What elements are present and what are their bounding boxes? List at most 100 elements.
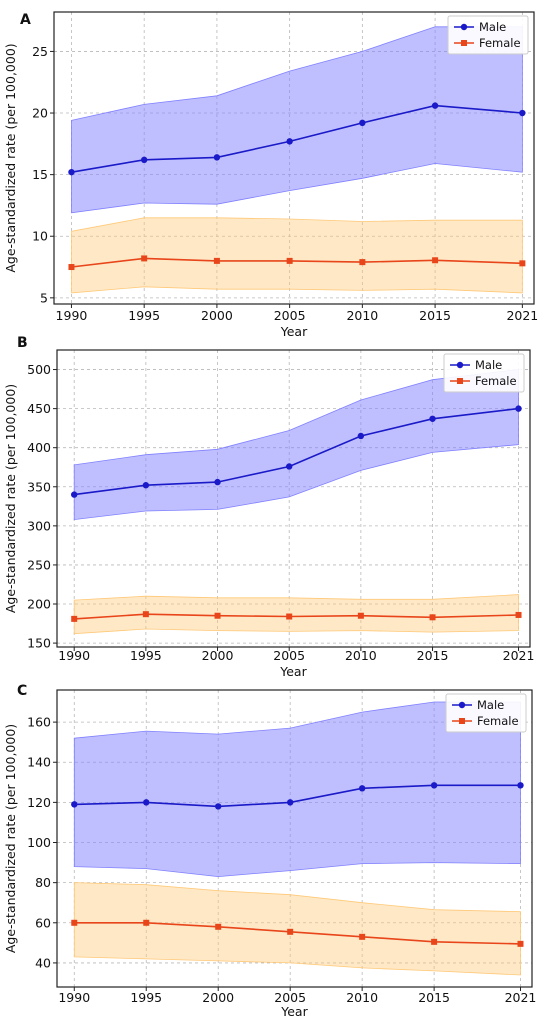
- data-point-female: [517, 940, 524, 947]
- y-axis-label: Age-standardized rate (per 100,000): [3, 724, 18, 953]
- data-point-male: [358, 785, 366, 792]
- y-tick-label: 20: [32, 106, 48, 121]
- x-axis-label: Year: [280, 1004, 308, 1019]
- data-point-female: [71, 615, 78, 622]
- x-tick-label: 2015: [419, 308, 451, 323]
- x-tick-label: 2015: [417, 648, 449, 663]
- data-point-male: [143, 799, 150, 806]
- legend-marker-female: [457, 378, 463, 384]
- plot-frame: [56, 689, 533, 988]
- x-axis-label: Year: [279, 664, 307, 679]
- y-tick-label: 10: [32, 229, 48, 244]
- legend-label-female: Female: [477, 714, 519, 728]
- confidence-band-male: [73, 369, 519, 521]
- plot-frame: [56, 349, 531, 648]
- legend-marker-male: [458, 701, 466, 709]
- legend-box: [447, 15, 529, 55]
- y-tick-label: 100: [27, 835, 51, 850]
- y-tick-label: 5: [40, 290, 48, 305]
- x-axis-label: Year: [280, 324, 308, 339]
- data-point-male: [519, 109, 526, 117]
- x-tick-label: 1995: [130, 648, 162, 663]
- confidence-band-female: [73, 882, 521, 976]
- data-point-female: [143, 919, 150, 926]
- x-tick-label: 2010: [345, 648, 377, 663]
- confidence-band-female: [71, 217, 523, 294]
- x-tick-label: 2010: [346, 990, 378, 1005]
- legend-label-female: Female: [475, 374, 517, 388]
- data-point-female: [141, 255, 148, 262]
- data-point-male: [517, 782, 524, 789]
- data-point-male: [140, 156, 148, 164]
- data-point-male: [215, 803, 222, 810]
- y-axis-label: Age-standardized rate (per 100,000): [3, 43, 18, 272]
- y-tick-label: 140: [27, 755, 51, 770]
- x-tick-label: 2021: [503, 648, 535, 663]
- x-tick-label: 2005: [274, 308, 306, 323]
- x-tick-label: 1995: [130, 990, 162, 1005]
- data-point-male: [68, 168, 75, 176]
- x-tick-label: 2021: [505, 990, 537, 1005]
- y-tick-label: 450: [27, 401, 51, 416]
- y-tick-label: 80: [35, 875, 51, 890]
- data-point-female: [286, 257, 293, 264]
- legend: Male Female: [443, 353, 525, 393]
- data-point-female: [142, 611, 149, 618]
- legend: Male Female: [447, 15, 529, 55]
- y-tick-label: 350: [27, 479, 51, 494]
- y-tick-label: 400: [27, 440, 51, 455]
- y-axis-label: Age-standardized rate (per 100,000): [3, 384, 18, 613]
- data-point-male: [142, 482, 150, 489]
- legend-marker-female: [459, 718, 465, 724]
- y-tick-label: 500: [27, 362, 51, 377]
- data-point-male: [71, 801, 78, 808]
- data-point-female: [287, 928, 294, 935]
- confidence-band-male: [71, 26, 523, 214]
- data-point-female: [431, 938, 438, 945]
- data-point-female: [359, 259, 366, 266]
- panel-label: A: [20, 12, 31, 28]
- legend-label-female: Female: [479, 36, 521, 50]
- confidence-band-male: [73, 701, 521, 878]
- panel-label: B: [17, 335, 28, 351]
- data-point-female: [429, 614, 436, 621]
- confidence-band-female: [73, 594, 519, 635]
- data-point-female: [359, 933, 366, 940]
- data-point-male: [357, 432, 365, 440]
- data-point-female: [432, 257, 439, 264]
- data-point-female: [515, 611, 522, 618]
- data-point-female: [286, 613, 293, 620]
- legend-label-male: Male: [477, 698, 504, 712]
- chart-panel-b: B 1990 1995 2000 2005 2010 2015 2021 150 200 250 30…: [3, 335, 534, 679]
- data-point-female: [519, 260, 526, 267]
- y-tick-label: 60: [35, 915, 51, 930]
- data-point-female: [357, 612, 364, 619]
- y-tick-label: 25: [32, 44, 48, 59]
- data-point-male: [213, 154, 221, 161]
- x-tick-label: 2010: [346, 308, 378, 323]
- chart-panel-a: A 1990 1995 2000 2005 2010 2015 2021 5 10 15 20 25 Ye…: [3, 11, 538, 339]
- x-tick-label: 2000: [202, 648, 234, 663]
- x-tick-label: 1990: [58, 648, 90, 663]
- legend-marker-female: [461, 40, 467, 46]
- legend-box: [445, 693, 527, 733]
- x-tick-label: 1990: [56, 308, 88, 323]
- y-tick-label: 40: [35, 955, 51, 970]
- data-point-female: [213, 257, 220, 264]
- data-point-male: [431, 102, 439, 109]
- y-tick-label: 200: [27, 597, 51, 612]
- y-tick-label: 300: [27, 518, 51, 533]
- data-point-male: [429, 415, 436, 422]
- x-tick-label: 2005: [274, 990, 306, 1005]
- legend-marker-male: [456, 361, 464, 369]
- x-tick-label: 1990: [58, 990, 90, 1005]
- x-tick-label: 1995: [128, 308, 160, 323]
- y-tick-label: 250: [27, 557, 51, 572]
- data-point-male: [286, 799, 294, 806]
- y-tick-label: 150: [27, 636, 51, 651]
- data-point-male: [430, 782, 438, 789]
- x-tick-label: 2005: [273, 648, 305, 663]
- legend-marker-male: [460, 23, 468, 31]
- y-tick-label: 15: [32, 167, 48, 182]
- y-tick-label: 160: [27, 715, 51, 730]
